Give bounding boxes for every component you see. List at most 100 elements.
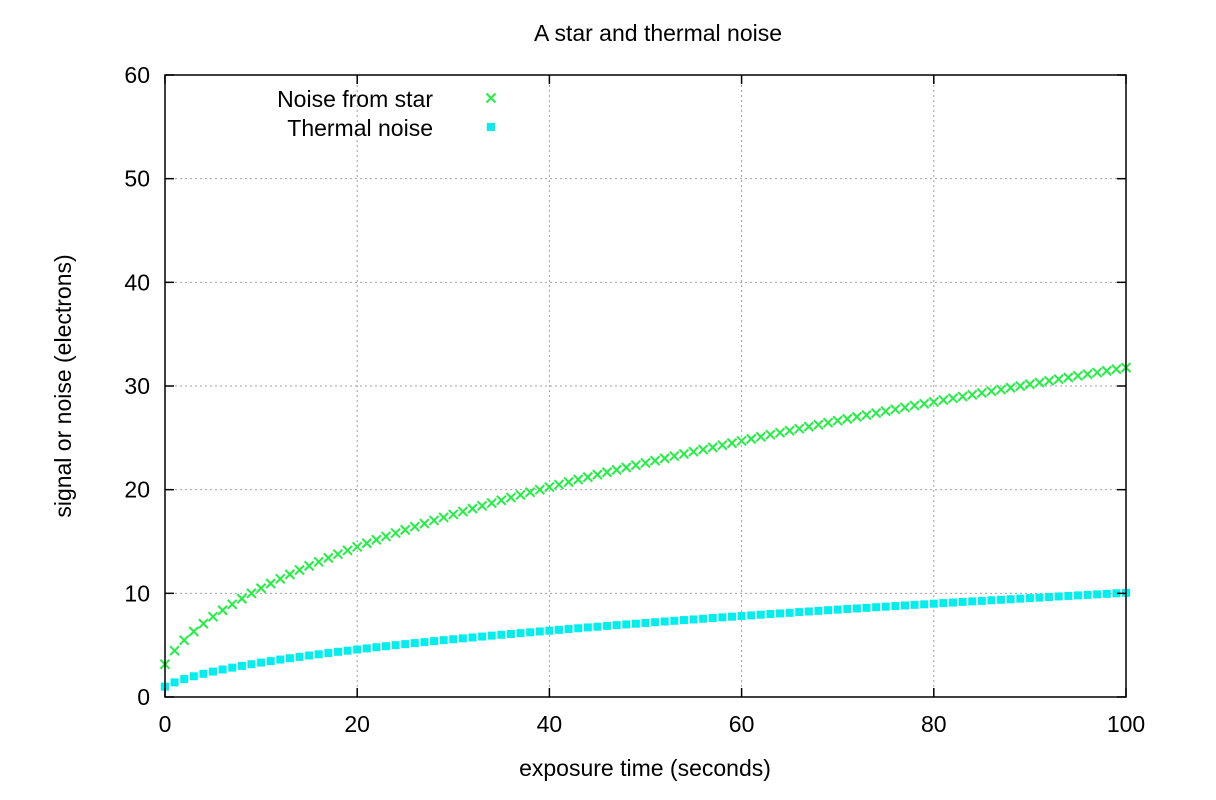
legend-marker-x	[485, 92, 497, 104]
data-point-square	[564, 624, 573, 633]
data-point-x	[1063, 372, 1074, 383]
data-point-x	[207, 611, 219, 622]
data-point-x	[880, 405, 891, 417]
data-point-square	[189, 672, 198, 681]
data-point-square	[458, 634, 467, 643]
data-point-square	[939, 599, 948, 608]
data-point-square	[804, 607, 813, 616]
data-point-x	[505, 492, 517, 503]
data-point-x	[986, 385, 997, 397]
data-point-x	[486, 497, 497, 509]
data-point-square	[324, 649, 333, 658]
x-tick-label: 20	[344, 711, 370, 737]
data-point-x	[611, 464, 622, 476]
data-point-x	[1034, 377, 1045, 388]
data-point-square	[891, 602, 900, 611]
data-point-square	[737, 612, 746, 621]
data-point-square	[660, 617, 669, 626]
data-point-square	[487, 631, 496, 640]
data-point-square	[468, 633, 477, 642]
data-point-x	[457, 506, 469, 517]
data-point-square	[795, 608, 804, 617]
data-point-x	[717, 439, 728, 451]
data-point-square	[622, 620, 631, 629]
data-point-x	[918, 398, 930, 410]
data-point-x	[582, 471, 594, 483]
data-point-x	[332, 548, 344, 560]
data-point-x	[928, 396, 940, 408]
data-point-square	[305, 651, 314, 660]
data-point-x	[1072, 370, 1084, 382]
data-point-x	[169, 645, 180, 656]
data-point-x	[967, 389, 978, 401]
data-point-x	[938, 394, 949, 406]
data-point-square	[872, 603, 881, 612]
data-point-square	[833, 605, 842, 614]
data-point-square	[535, 627, 544, 636]
data-point-square	[555, 625, 564, 634]
data-point-square	[439, 636, 448, 645]
data-point-square	[929, 599, 938, 608]
data-point-x	[774, 427, 786, 438]
data-point-square	[295, 652, 304, 661]
data-point-x	[524, 487, 536, 498]
series-0	[159, 362, 1132, 670]
data-point-square	[391, 641, 400, 650]
data-point-square	[1093, 590, 1102, 599]
data-point-x	[784, 425, 795, 436]
data-point-square	[824, 606, 833, 615]
data-point-square	[1064, 591, 1073, 600]
legend-label-star: Noise from star	[277, 86, 433, 112]
data-point-x	[515, 489, 526, 501]
data-point-square	[699, 614, 708, 623]
data-point-square	[1035, 593, 1044, 602]
data-point-square	[209, 667, 218, 676]
y-tick-label: 50	[124, 166, 150, 192]
data-point-square	[612, 621, 621, 630]
data-point-square	[1054, 592, 1063, 601]
data-point-square	[372, 643, 381, 652]
data-point-square	[545, 626, 554, 635]
data-point-x	[573, 474, 584, 485]
data-point-x	[419, 518, 430, 529]
data-point-square	[593, 622, 602, 631]
data-point-x	[323, 552, 334, 564]
data-point-square	[237, 661, 246, 670]
data-point-square	[526, 628, 535, 637]
y-tick-label: 20	[124, 477, 150, 503]
data-point-square	[170, 678, 179, 687]
x-axis-label: exposure time (seconds)	[519, 755, 771, 781]
data-point-square	[497, 630, 506, 639]
data-point-square	[266, 657, 275, 666]
data-point-square	[1102, 589, 1111, 598]
data-point-square	[382, 642, 391, 651]
data-point-square	[651, 618, 660, 627]
data-point-x	[861, 409, 872, 421]
data-point-square	[449, 635, 458, 644]
data-point-square	[641, 618, 650, 627]
data-point-square	[776, 609, 785, 618]
plot-area	[159, 362, 1132, 691]
data-point-x	[275, 573, 286, 585]
data-point-x	[851, 411, 863, 423]
data-point-square	[756, 610, 765, 619]
data-point-square	[1073, 591, 1082, 600]
legend: Noise from star Thermal noise	[277, 86, 497, 141]
data-point-square	[968, 597, 977, 606]
data-point-x	[995, 384, 1007, 395]
data-point-x	[909, 400, 920, 411]
data-point-square	[574, 624, 583, 633]
data-point-x	[746, 433, 757, 445]
data-point-square	[862, 603, 871, 612]
data-point-x	[899, 402, 911, 413]
series-1	[161, 588, 1130, 691]
data-point-square	[257, 658, 266, 667]
data-point-square	[997, 595, 1006, 604]
data-point-square	[1025, 594, 1034, 603]
data-point-x	[1082, 368, 1093, 380]
data-point-square	[506, 629, 515, 638]
data-point-square	[180, 675, 189, 684]
data-point-x	[592, 469, 603, 480]
data-point-square	[276, 655, 285, 664]
data-point-x	[179, 634, 190, 646]
